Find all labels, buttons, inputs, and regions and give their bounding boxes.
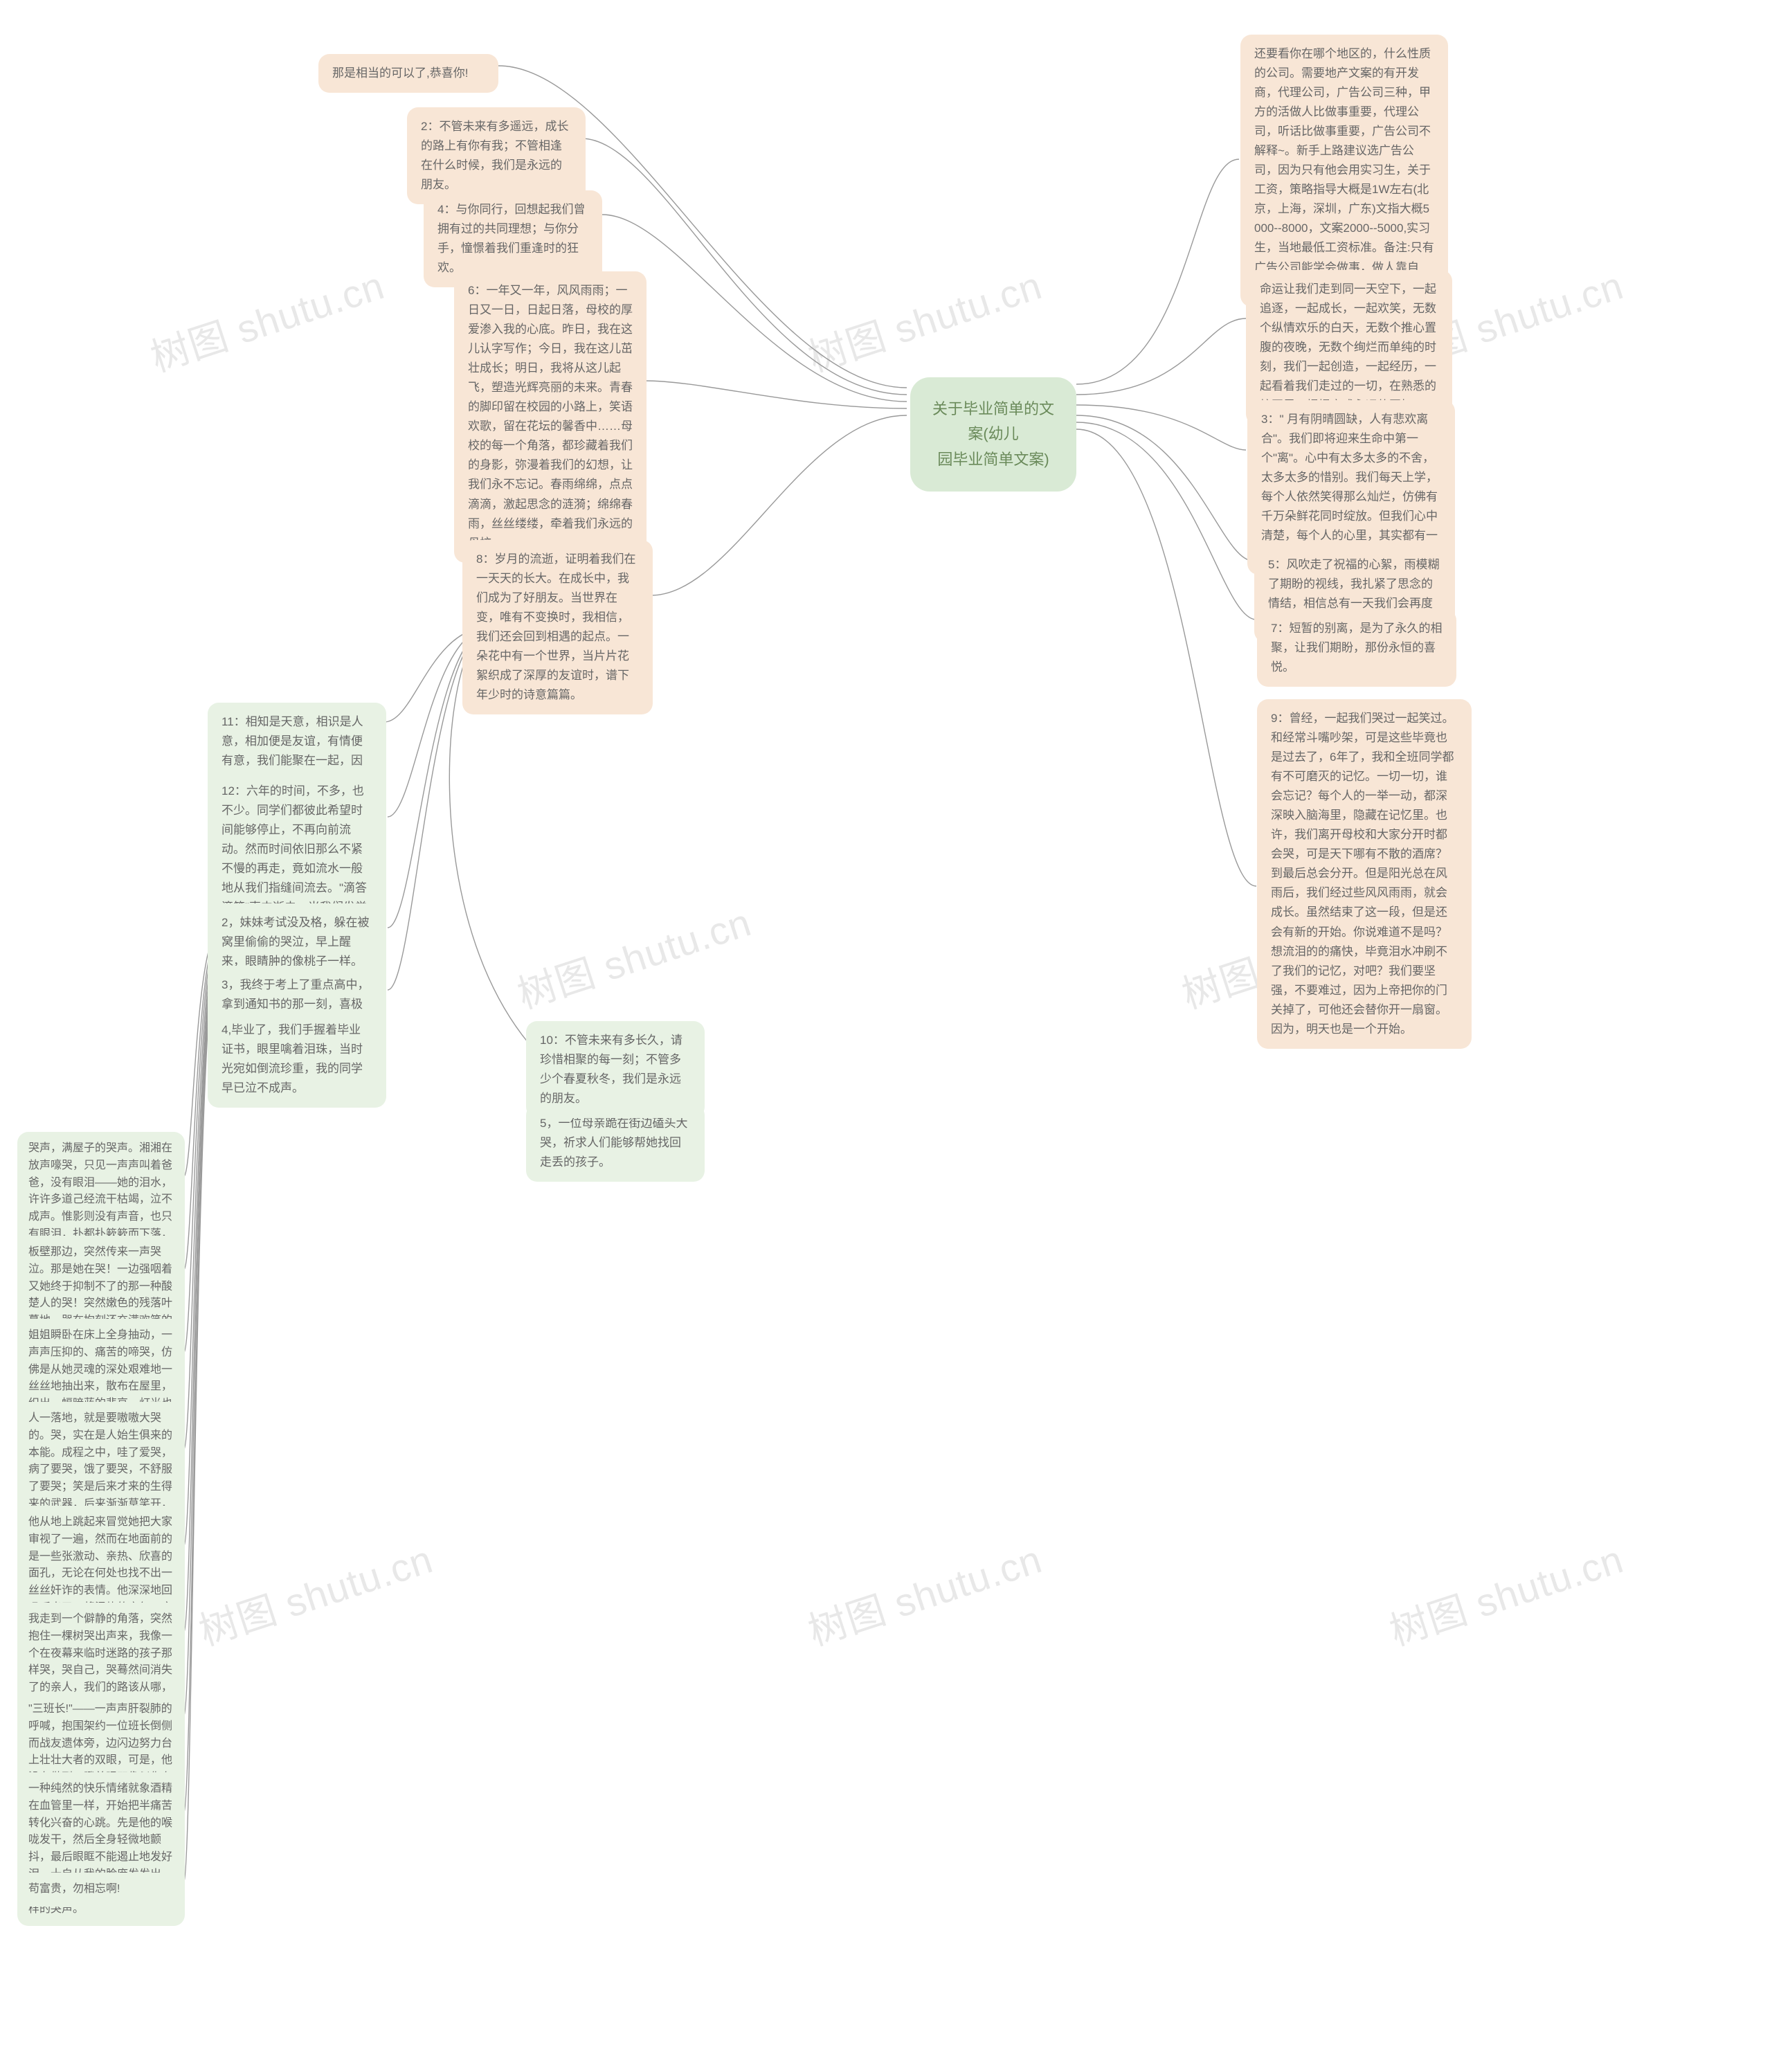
node-right-top[interactable]: 还要看你在哪个地区的，什么性质的公司。需要地产文案的有开发商，代理公司，广告公司…: [1240, 35, 1448, 307]
node-left-top[interactable]: 那是相当的可以了,恭喜你!: [318, 54, 498, 93]
node-6[interactable]: 6：一年又一年，风风雨雨；一日又一日，日起日落，母校的厚爱渗入我的心底。昨日，我…: [454, 271, 647, 563]
node-9[interactable]: 9：曾经，一起我们哭过一起笑过。和经常斗嘴吵架，可是这些毕竟也是过去了，6年了，…: [1257, 699, 1472, 1049]
watermark: 树图 shutu.cn: [143, 255, 390, 383]
watermark: 树图 shutu.cn: [509, 892, 757, 1020]
watermark: 树图 shutu.cn: [800, 1529, 1048, 1657]
node-7[interactable]: 7：短暂的别离，是为了永久的相聚，让我们期盼，那份永恒的喜悦。: [1257, 609, 1456, 687]
center-node[interactable]: 关于毕业简单的文案(幼儿 园毕业简单文案): [910, 377, 1076, 492]
watermark: 树图 shutu.cn: [800, 255, 1048, 383]
watermark: 树图 shutu.cn: [191, 1529, 439, 1657]
leaf-9[interactable]: 苟富贵，勿相忘啊!: [17, 1873, 185, 1907]
center-title-line2: 园毕业简单文案): [937, 451, 1049, 468]
center-title-line1: 关于毕业简单的文案(幼儿: [932, 400, 1054, 442]
watermark: 树图 shutu.cn: [1382, 1529, 1629, 1657]
node-8[interactable]: 8：岁月的流逝，证明着我们在一天天的长大。在成长中，我们成为了好朋友。当世界在变…: [462, 540, 653, 714]
node-12-4[interactable]: 4,毕业了，我们手握着毕业证书，眼里噙着泪珠，当时光宛如倒流珍重，我的同学早已泣…: [208, 1011, 386, 1108]
node-10[interactable]: 10：不管未来有多长久，请珍惜相聚的每一刻；不管多少个春夏秋冬，我们是永远的朋友…: [526, 1021, 705, 1118]
